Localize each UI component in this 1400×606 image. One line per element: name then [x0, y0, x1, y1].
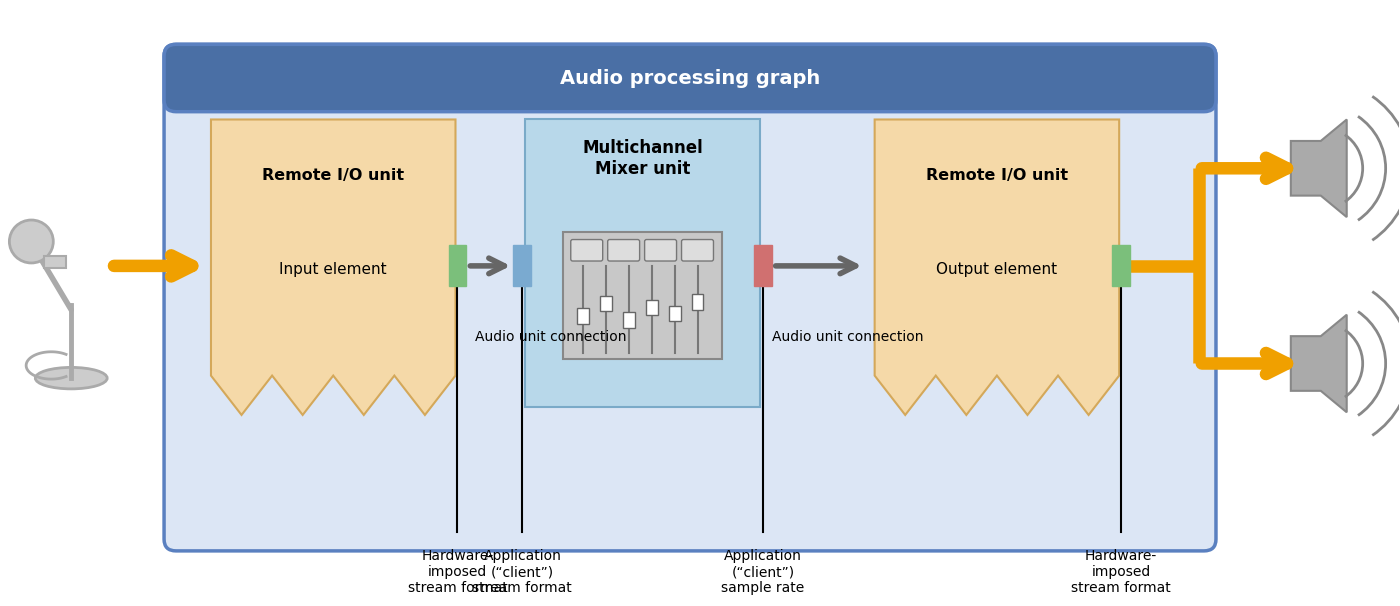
FancyBboxPatch shape — [644, 239, 676, 261]
Text: Remote I/O unit: Remote I/O unit — [925, 168, 1068, 183]
Polygon shape — [875, 119, 1119, 415]
FancyBboxPatch shape — [525, 119, 760, 407]
FancyBboxPatch shape — [577, 308, 589, 324]
Circle shape — [10, 220, 53, 263]
Text: Output element: Output element — [937, 262, 1057, 277]
Text: Hardware-
imposed
stream format: Hardware- imposed stream format — [1071, 549, 1170, 595]
FancyBboxPatch shape — [669, 305, 680, 321]
FancyBboxPatch shape — [599, 296, 612, 311]
FancyBboxPatch shape — [645, 300, 658, 316]
Polygon shape — [211, 119, 455, 415]
Text: Audio unit connection: Audio unit connection — [771, 330, 924, 344]
Text: Application
(“client”)
sample rate: Application (“client”) sample rate — [721, 549, 805, 595]
Text: Multichannel
Mixer unit: Multichannel Mixer unit — [582, 139, 703, 178]
FancyBboxPatch shape — [164, 44, 1217, 112]
Text: Remote I/O unit: Remote I/O unit — [262, 168, 405, 183]
FancyBboxPatch shape — [608, 239, 640, 261]
Polygon shape — [1291, 315, 1347, 412]
Ellipse shape — [35, 367, 108, 389]
Text: Application
(“client”)
stream format: Application (“client”) stream format — [472, 549, 573, 595]
FancyBboxPatch shape — [692, 294, 703, 310]
Text: Hardware-
imposed
stream format: Hardware- imposed stream format — [407, 549, 507, 595]
Polygon shape — [1291, 119, 1347, 217]
Text: Input element: Input element — [280, 262, 386, 277]
FancyBboxPatch shape — [682, 239, 714, 261]
FancyBboxPatch shape — [514, 245, 532, 287]
FancyBboxPatch shape — [563, 231, 722, 359]
FancyBboxPatch shape — [623, 312, 634, 328]
FancyBboxPatch shape — [448, 245, 466, 287]
FancyBboxPatch shape — [164, 44, 1217, 551]
Text: Audio processing graph: Audio processing graph — [560, 69, 820, 88]
FancyBboxPatch shape — [571, 239, 602, 261]
FancyBboxPatch shape — [753, 245, 771, 287]
Text: Audio unit connection: Audio unit connection — [476, 330, 627, 344]
FancyBboxPatch shape — [1112, 245, 1130, 287]
FancyBboxPatch shape — [45, 256, 66, 268]
